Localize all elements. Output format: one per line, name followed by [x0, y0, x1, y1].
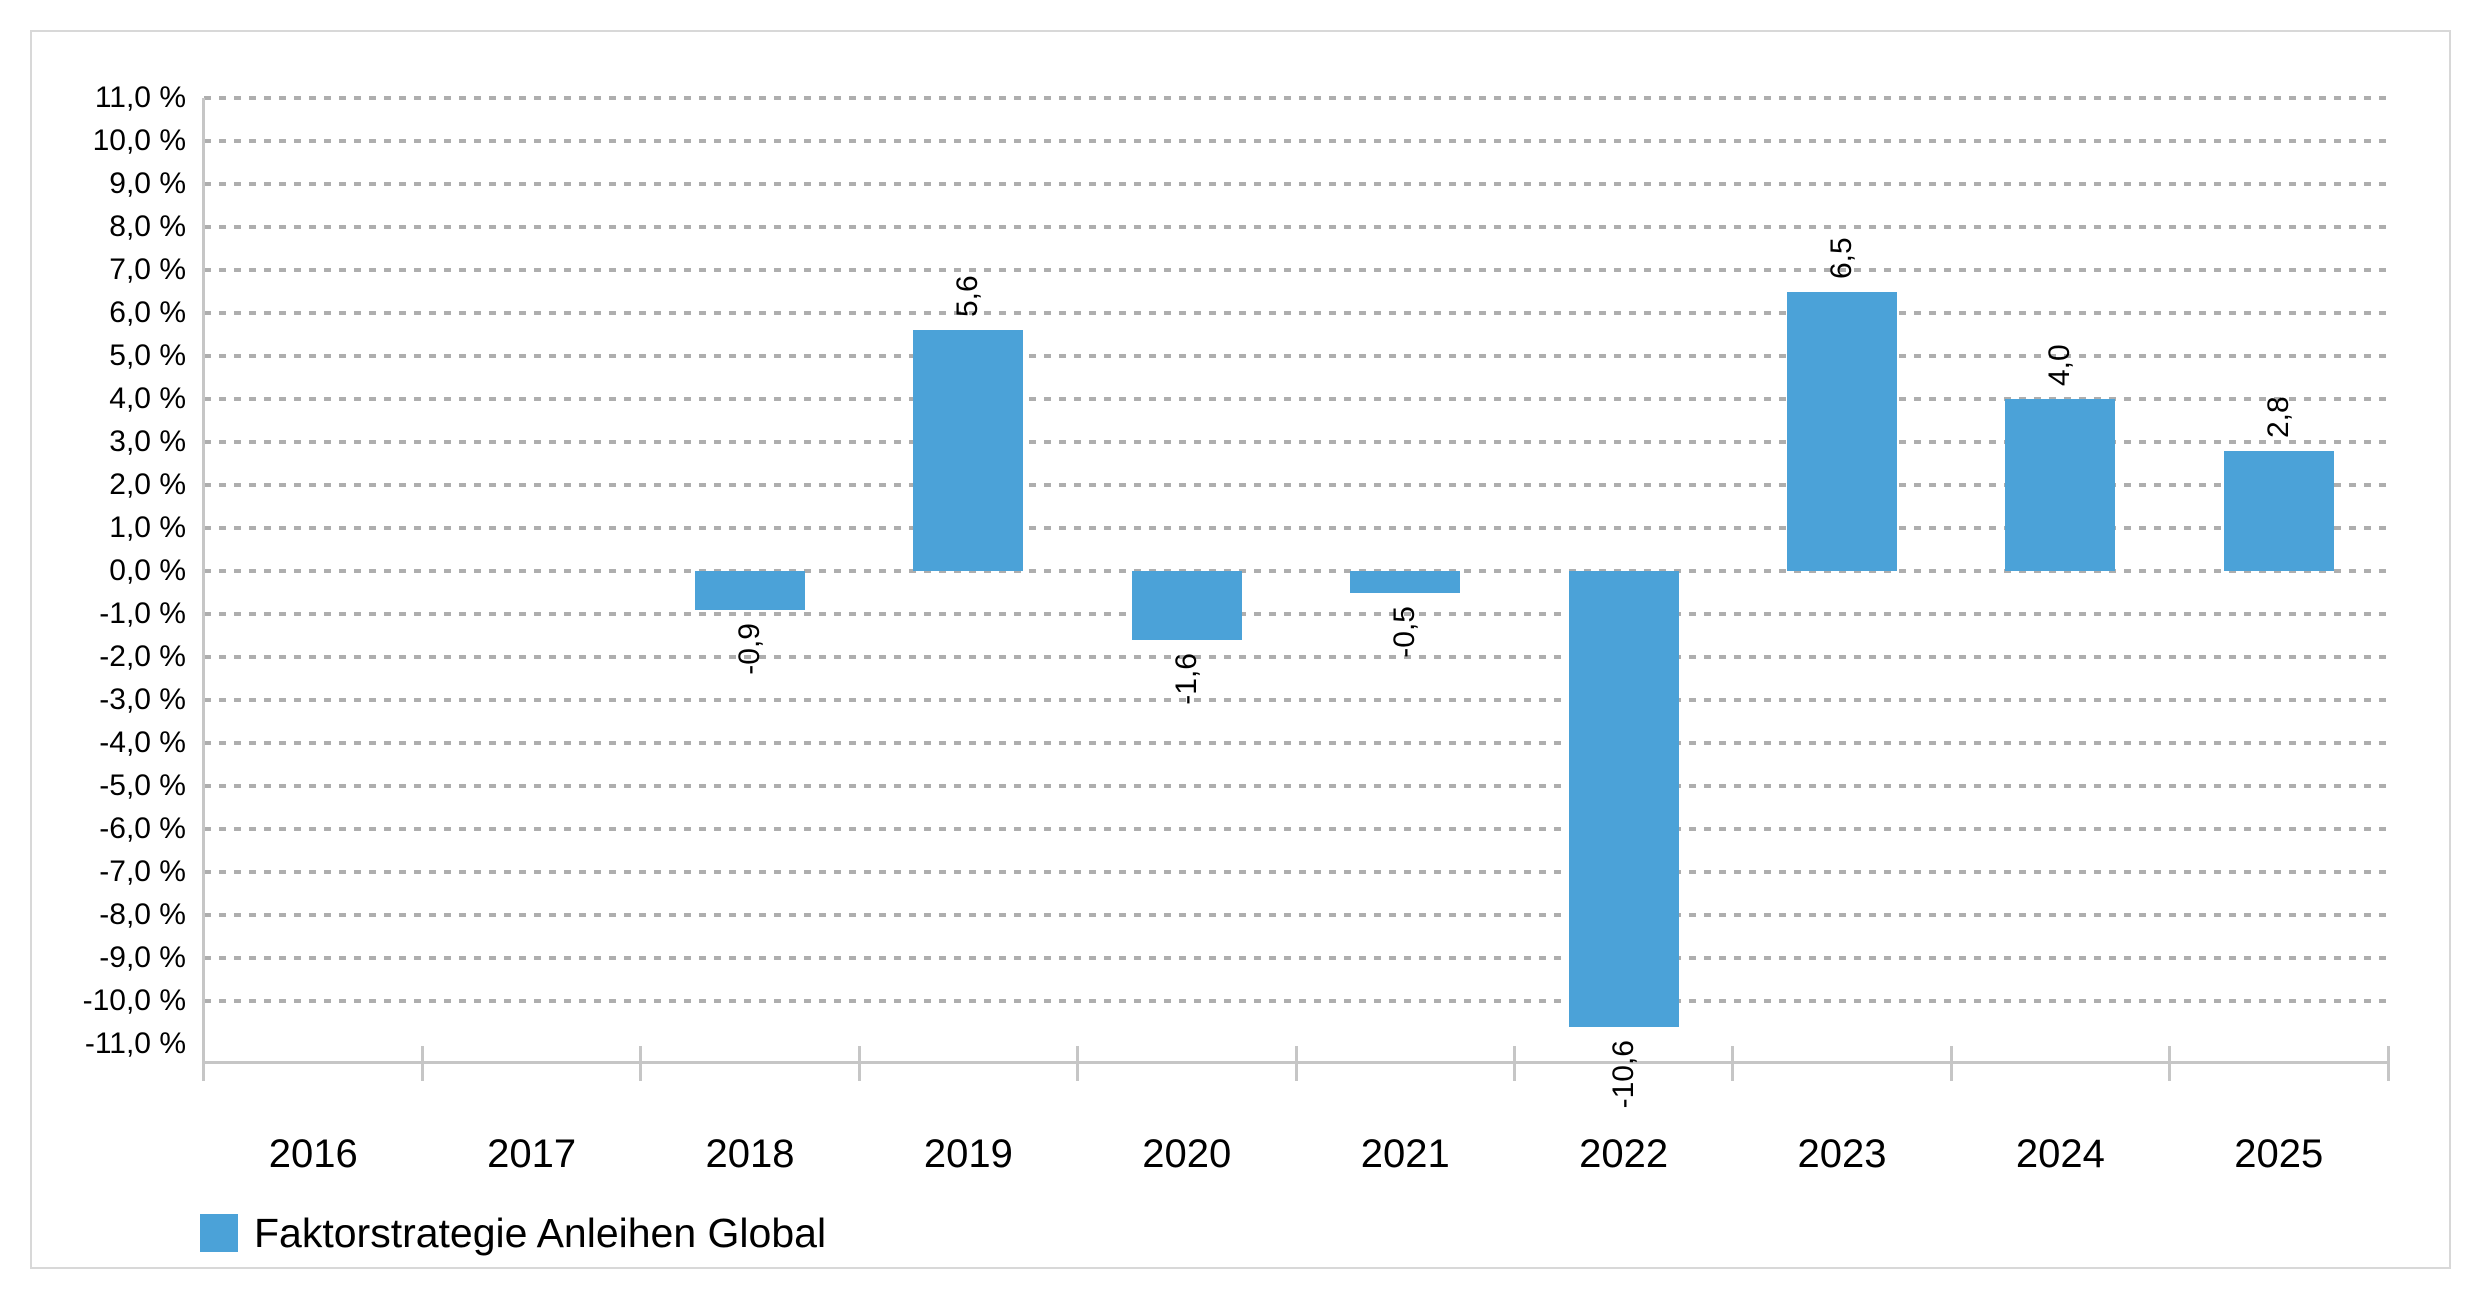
y-axis-label: 5,0 % [109, 339, 186, 372]
x-axis-tick [420, 1046, 424, 1081]
y-axis-label: -9,0 % [99, 941, 186, 974]
gridline [204, 612, 2388, 616]
bar-value-label-2022: -10,6 [1606, 1039, 1640, 1109]
bar-2020 [1131, 571, 1242, 640]
y-axis-label: -1,0 % [99, 597, 186, 630]
bar-value-label-2024: 4,0 [2043, 344, 2077, 386]
gridline [204, 483, 2388, 487]
y-axis-label: -6,0 % [99, 812, 186, 845]
bar-value-label-2018: -0,9 [733, 622, 766, 675]
bar-2025 [2223, 450, 2334, 571]
y-axis-label: -8,0 % [99, 898, 186, 931]
x-axis-label-2018: 2018 [705, 1132, 795, 1176]
y-axis-label: -11,0 % [84, 1027, 186, 1060]
y-axis-label: 6,0 % [109, 296, 186, 329]
x-axis-tick [857, 1046, 861, 1081]
x-axis-label-2020: 2020 [1142, 1132, 1232, 1176]
gridline [204, 139, 2388, 143]
bar-value-label-2023: 6,5 [1825, 236, 1858, 279]
x-axis-tick [1949, 1046, 1953, 1081]
y-axis-label: 7,0 % [109, 253, 186, 286]
x-axis-label-2024: 2024 [2015, 1132, 2105, 1176]
y-axis-label: 0,0 % [109, 554, 186, 587]
bar-2023 [1787, 291, 1897, 571]
y-axis-label: 11,0 % [94, 81, 186, 114]
gridline [204, 655, 2388, 659]
gridline [204, 569, 2388, 573]
gridline [204, 913, 2388, 917]
legend-swatch [200, 1214, 238, 1252]
bar-2021 [1350, 571, 1461, 593]
x-axis-label-2021: 2021 [1360, 1132, 1450, 1176]
gridline [204, 440, 2388, 444]
gridline [204, 698, 2388, 702]
gridline [204, 397, 2388, 401]
gridline [204, 96, 2388, 100]
x-axis-label-2025: 2025 [2234, 1132, 2324, 1176]
x-axis-tick [1076, 1046, 1080, 1081]
gridline [204, 354, 2388, 358]
y-axis-label: 8,0 % [109, 210, 186, 243]
gridline [204, 741, 2388, 745]
x-axis-label-2019: 2019 [923, 1132, 1013, 1176]
gridline [204, 182, 2388, 186]
bar-value-label-2019: 5,6 [951, 275, 985, 318]
y-axis-label: -5,0 % [99, 769, 186, 802]
gridline [204, 311, 2388, 315]
bar-2024 [2005, 399, 2116, 571]
gridline [204, 827, 2388, 831]
x-axis-tick [1294, 1046, 1298, 1081]
gridline [204, 999, 2388, 1003]
x-axis-tick [2386, 1046, 2390, 1081]
gridline [204, 225, 2388, 229]
legend-label: Faktorstrategie Anleihen Global [254, 1210, 827, 1256]
y-axis-label: 3,0 % [109, 425, 186, 458]
x-axis-label-2016: 2016 [268, 1132, 358, 1176]
y-axis-label: -7,0 % [99, 855, 186, 888]
bar-value-label-2025: 2,8 [2261, 395, 2295, 438]
y-axis-label: 4,0 % [109, 382, 186, 415]
y-axis-label: 10,0 % [92, 124, 186, 157]
y-axis-label: 1,0 % [109, 511, 186, 544]
x-axis-tick [2168, 1046, 2172, 1081]
y-axis-label: -4,0 % [99, 726, 186, 759]
x-axis-label-2022: 2022 [1579, 1132, 1669, 1176]
y-axis-label: 9,0 % [109, 167, 186, 200]
y-axis-label: -3,0 % [99, 683, 186, 716]
bar-2022 [1568, 571, 1679, 1027]
x-axis-label-2023: 2023 [1797, 1132, 1887, 1176]
figure-border [30, 30, 2451, 1269]
gridline [204, 870, 2388, 874]
gridline [204, 956, 2388, 960]
gridline [204, 526, 2388, 530]
x-axis-tick [1731, 1046, 1735, 1081]
x-axis-tick [639, 1046, 643, 1081]
y-axis-label: -2,0 % [99, 640, 186, 673]
y-axis-label: -10,0 % [82, 984, 186, 1017]
gridline [204, 268, 2388, 272]
y-axis-line [202, 98, 205, 1081]
bar-2018 [695, 571, 805, 610]
y-axis-label: 2,0 % [109, 468, 186, 501]
gridline [204, 784, 2388, 788]
bar-value-label-2020: -1,6 [1169, 652, 1203, 705]
x-axis-label-2017: 2017 [487, 1132, 577, 1176]
legend: Faktorstrategie Anleihen Global [200, 1211, 826, 1255]
bar-value-label-2021: -0,5 [1388, 605, 1422, 658]
bar-2019 [913, 330, 1024, 571]
x-axis-tick [1512, 1046, 1516, 1081]
